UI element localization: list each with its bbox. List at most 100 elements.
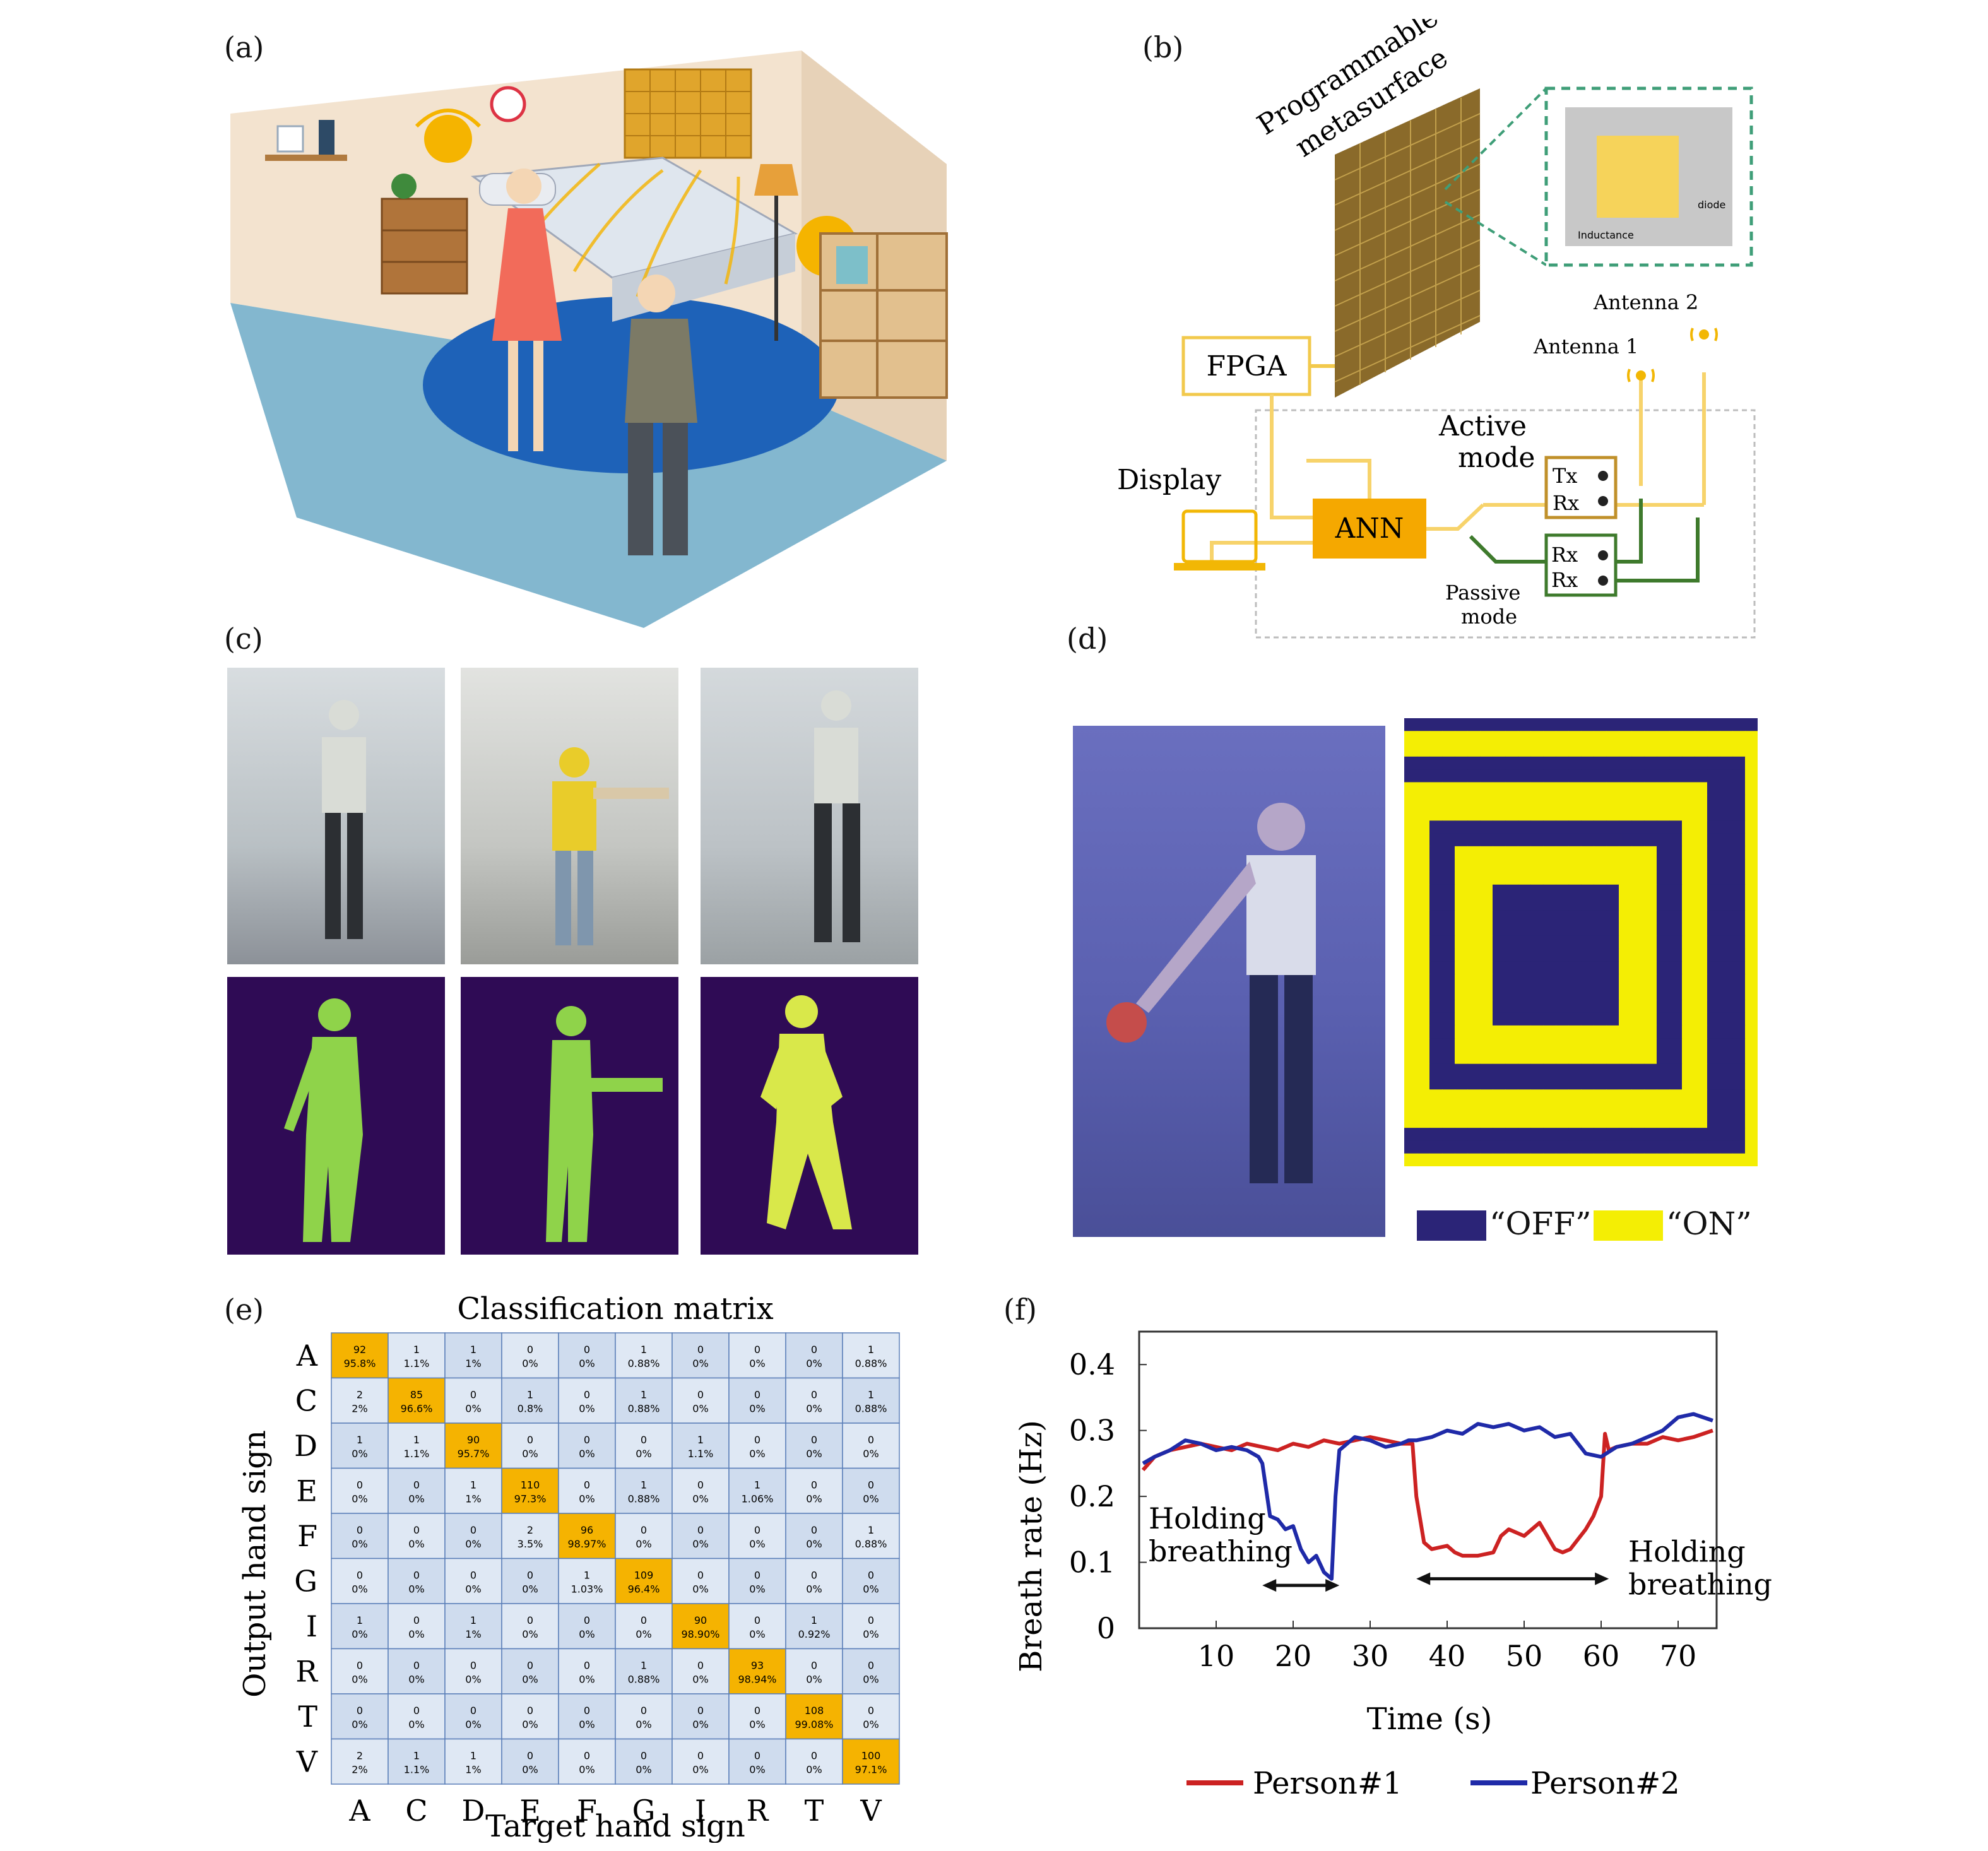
coding-cell [1568,1128,1582,1141]
coding-cell [1745,1153,1758,1166]
matrix-cell [388,1558,446,1604]
coding-cell [1669,846,1683,860]
coding-cell [1518,974,1531,988]
annotation-2-line1: Holding [1628,1535,1746,1569]
matrix-cell [728,1422,786,1469]
coding-cell [1429,1140,1443,1154]
coding-cell [1695,1077,1708,1090]
matrix-cell-percent: 0% [522,1628,538,1640]
coding-cell [1556,833,1569,847]
matrix-xlabel: Target hand sign [485,1809,745,1843]
coding-cell [1581,872,1594,885]
coding-cell [1493,1115,1506,1128]
coding-cell [1745,846,1758,860]
coding-cell [1455,808,1468,821]
coding-cell [1543,1025,1556,1039]
coding-cell [1467,1140,1481,1154]
coding-cell [1493,935,1506,949]
coding-cell [1568,743,1582,757]
coding-cell [1455,1038,1468,1051]
coding-cell [1568,935,1582,949]
coding-cell [1442,1051,1455,1065]
matrix-cell [672,1422,730,1469]
coding-cell [1720,769,1733,783]
coding-cell [1530,782,1544,796]
matrix-cell-count: 0 [811,1524,817,1536]
coding-cell [1682,872,1695,885]
coding-cell [1631,795,1645,808]
coding-cell [1505,935,1518,949]
antenna2-icon [1690,328,1718,341]
coding-cell [1720,1012,1733,1026]
coding-cell [1404,1140,1417,1154]
coding-cell [1594,718,1607,731]
coding-cell [1657,808,1670,821]
coding-cell [1682,820,1695,834]
coding-cell [1543,923,1556,937]
matrix-cell-percent: 0% [636,1448,651,1460]
matrix-cell-percent: 0% [465,1673,481,1685]
coding-cell [1657,987,1670,1000]
gesture-person [1106,803,1316,1183]
coding-cell [1518,1012,1531,1026]
matrix-cell-count: 0 [697,1388,704,1400]
matrix-cell-count: 1 [641,1388,647,1400]
matrix-cell [728,1648,786,1694]
coding-cell [1682,1051,1695,1065]
coding-cell [1493,923,1506,937]
matrix-cell-count: 0 [868,1479,874,1491]
coding-cell [1518,961,1531,975]
coding-cell [1606,961,1619,975]
coding-cell [1556,1140,1569,1154]
matrix-cell-percent: 95.7% [458,1448,490,1460]
coding-cell [1745,1128,1758,1141]
coding-cell [1594,1140,1607,1154]
coding-cell [1404,897,1417,911]
matrix-cell-count: 85 [410,1388,423,1400]
coding-cell [1619,910,1632,924]
coding-cell [1644,872,1657,885]
matrix-cell-count: 1 [470,1479,476,1491]
coding-cell [1631,718,1645,731]
matrix-cell-count: 0 [754,1524,760,1536]
coding-cell [1669,833,1683,847]
coding-cell [1493,1063,1506,1077]
annotation-1-line1: Holding [1149,1501,1266,1535]
coding-cell [1568,987,1582,1000]
matrix-cell [615,1648,673,1694]
coding-cell [1745,1000,1758,1014]
matrix-cell-count: 0 [641,1614,647,1626]
coding-cell [1644,1000,1657,1014]
coding-cell [1619,1077,1632,1090]
coding-cell [1493,1025,1506,1039]
coding-cell [1581,910,1594,924]
coding-cell [1505,1077,1518,1090]
coding-cell [1417,833,1430,847]
coding-cell [1581,833,1594,847]
coding-cell [1720,1089,1733,1103]
coding-cell [1707,884,1720,898]
coding-cell [1480,961,1493,975]
coding-cell [1493,718,1506,731]
coding-cell [1732,1128,1746,1141]
coding-cell [1417,1051,1430,1065]
coding-cell [1505,859,1518,872]
coding-cell [1455,846,1468,860]
coding-cell [1631,820,1645,834]
coding-cell [1518,1025,1531,1039]
coding-cell [1581,859,1594,872]
matrix-cell-count: 0 [584,1705,590,1717]
coding-cell [1543,1140,1556,1154]
coding-cell [1732,1063,1746,1077]
matrix-cell-percent: 1% [465,1357,481,1369]
matrix-cell-count: 93 [751,1659,764,1671]
coding-cell [1442,961,1455,975]
coding-cell [1543,1038,1556,1051]
coding-cell [1493,872,1506,885]
coding-cell [1657,1025,1670,1039]
matrix-cell [444,1603,502,1650]
coding-cell [1619,961,1632,975]
matrix-cell-percent: 0% [408,1538,424,1550]
coding-cell [1568,769,1582,783]
coding-cell [1455,1089,1468,1103]
